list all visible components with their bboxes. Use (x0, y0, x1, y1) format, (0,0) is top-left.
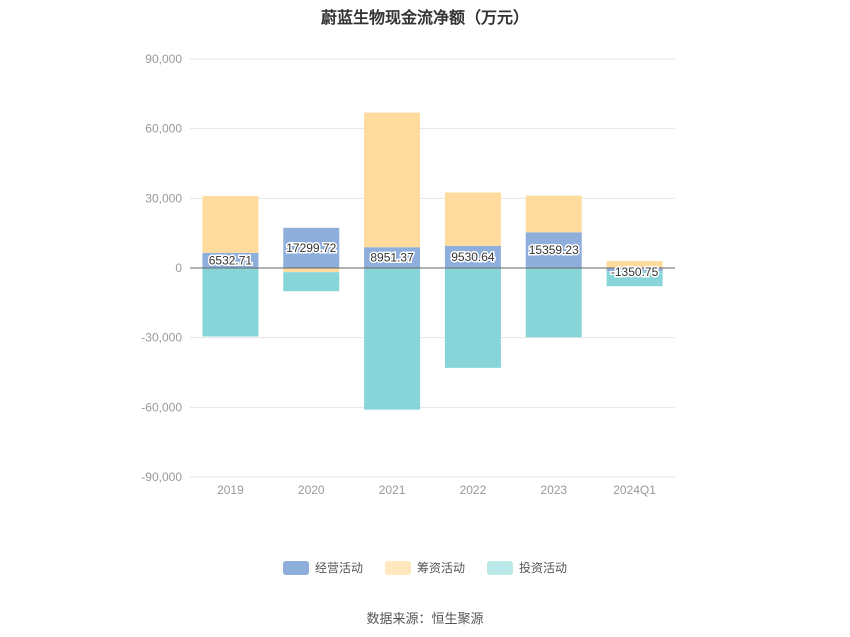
bar-investing (444, 268, 501, 368)
bar-investing (202, 268, 259, 337)
legend-label-operating: 经营活动 (314, 561, 363, 575)
bar-operating (444, 245, 501, 268)
bar-investing (283, 272, 340, 292)
data-label: -1350.75 (611, 265, 659, 279)
bar-operating (202, 252, 259, 268)
legend: 经营活动 筹资活动 投资活动 (0, 559, 850, 576)
y-tick-label: -30,000 (141, 331, 182, 345)
data-label: 6532.71 (209, 253, 253, 267)
bar-operating (364, 247, 421, 268)
x-tick-label: 2019 (217, 483, 244, 497)
legend-item-investing[interactable]: 投资活动 (487, 559, 567, 576)
x-tick-label: 2021 (379, 483, 406, 497)
data-label: 8951.37 (370, 251, 414, 265)
bar-financing (364, 112, 421, 248)
y-tick-label: -90,000 (141, 470, 182, 484)
data-label: 17299.72 (286, 241, 336, 255)
chart-title: 蔚蓝生物现金流净额（万元） (320, 10, 529, 27)
legend-item-operating[interactable]: 经营活动 (282, 559, 363, 576)
bar-operating (525, 232, 582, 268)
legend-swatch-operating (282, 560, 309, 575)
legend-label-financing: 筹资活动 (416, 561, 465, 575)
bar-financing (283, 268, 340, 273)
data-label: 9530.64 (451, 250, 495, 264)
data-label: 15359.23 (529, 243, 579, 257)
bar-financing (444, 192, 501, 246)
bar-operating (606, 268, 663, 272)
y-tick-label: 0 (175, 261, 182, 275)
data-source: 数据来源：恒生聚源 (366, 611, 484, 626)
y-tick-label: 30,000 (145, 191, 182, 205)
bar-financing (525, 195, 582, 233)
legend-item-financing[interactable]: 筹资活动 (384, 559, 465, 576)
y-tick-label: 90,000 (145, 52, 182, 66)
x-tick-label: 2020 (298, 483, 325, 497)
x-tick-label: 2022 (460, 483, 487, 497)
legend-swatch-investing (487, 560, 513, 575)
y-tick-label: -60,000 (141, 400, 182, 414)
bar-financing (202, 195, 259, 253)
x-tick-label: 2024Q1 (613, 483, 656, 497)
bar-financing (606, 261, 663, 268)
legend-swatch-financing (384, 560, 411, 575)
y-tick-label: 60,000 (145, 122, 182, 136)
bar-investing (525, 268, 582, 338)
bar-investing (364, 268, 421, 410)
bar-operating (283, 227, 340, 268)
bar-investing (606, 271, 663, 287)
legend-label-investing: 投资活动 (519, 561, 568, 575)
x-tick-label: 2023 (540, 483, 567, 497)
